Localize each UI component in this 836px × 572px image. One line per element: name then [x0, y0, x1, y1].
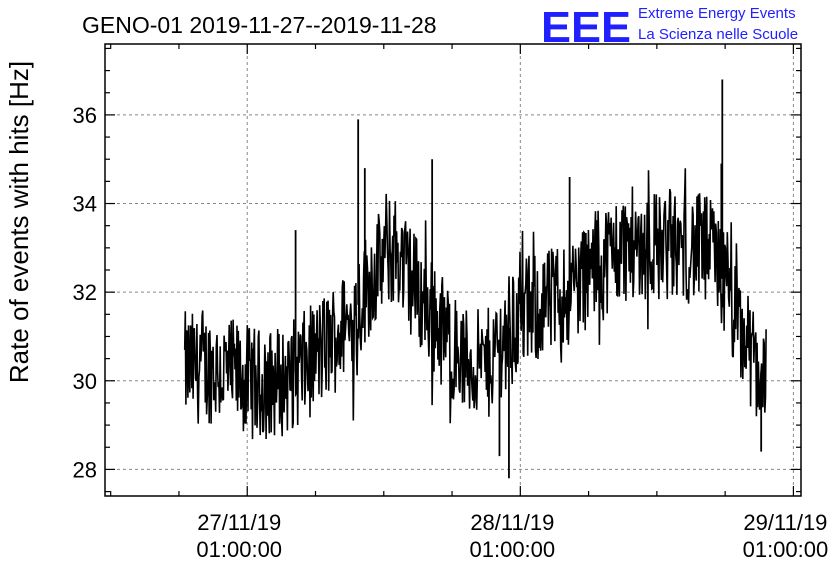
- x-tick-label-time: 01:00:00: [196, 537, 282, 562]
- axis-ticks: [105, 44, 801, 496]
- y-tick-label: 32: [73, 280, 97, 305]
- x-tick-label-date: 28/11/19: [470, 510, 554, 535]
- series-line: [183, 168, 767, 440]
- y-tick-label: 36: [73, 103, 97, 128]
- chart-title: GENO-01 2019-11-27--2019-11-28: [82, 12, 437, 38]
- y-tick-label: 34: [73, 192, 97, 217]
- y-tick-labels: 28 30 32 34 36: [73, 103, 97, 483]
- x-tick-labels: 27/11/1901:00:0028/11/1901:00:0029/11/19…: [196, 510, 828, 562]
- y-tick-label: 28: [73, 457, 97, 482]
- x-tick-label-date: 29/11/19: [743, 510, 827, 535]
- logo-line2: La Scienza nelle Scuole: [638, 26, 798, 43]
- x-tick-label-date: 27/11/19: [197, 510, 281, 535]
- y-tick-label: 30: [73, 369, 97, 394]
- eee-logo: EEE Extreme Energy Events La Scienza nel…: [541, 3, 798, 52]
- x-tick-label-time: 01:00:00: [743, 537, 829, 562]
- logo-line1: Extreme Energy Events: [638, 5, 796, 22]
- x-tick-label-time: 01:00:00: [470, 537, 556, 562]
- series-rate: [183, 79, 767, 479]
- y-axis-label: Rate of events with hits [Hz]: [4, 61, 34, 383]
